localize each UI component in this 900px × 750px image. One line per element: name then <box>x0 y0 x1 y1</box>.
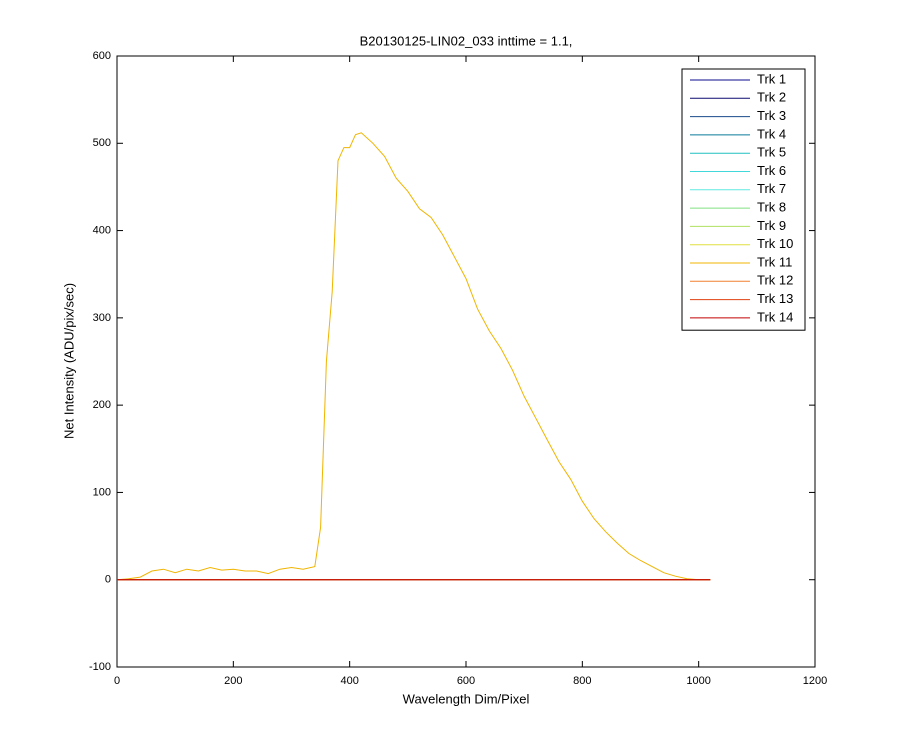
legend-label: Trk 2 <box>757 90 786 105</box>
x-axis-label: Wavelength Dim/Pixel <box>403 691 530 706</box>
legend-label: Trk 3 <box>757 108 786 123</box>
legend-label: Trk 8 <box>757 200 786 215</box>
x-tick-label: 400 <box>340 675 358 687</box>
x-tick-label: 1000 <box>686 675 710 687</box>
y-tick-label: 500 <box>93 137 111 149</box>
plot-area <box>116 55 816 668</box>
y-tick-label: -100 <box>89 661 111 673</box>
legend-label: Trk 11 <box>757 254 792 269</box>
legend-label: Trk 14 <box>757 309 793 324</box>
x-tick-label: 800 <box>573 675 591 687</box>
y-tick-label: 100 <box>93 486 111 498</box>
legend-label: Trk 7 <box>757 181 786 196</box>
series-line <box>116 132 711 581</box>
legend-box <box>681 68 806 331</box>
y-tick-label: 600 <box>93 50 111 62</box>
x-tick-label: 1200 <box>803 675 827 687</box>
y-tick-label: 400 <box>93 224 111 236</box>
legend-label: Trk 5 <box>757 145 786 160</box>
legend: Trk 1 Trk 2 Trk 3 Trk 4 Trk 5 Trk 6 Trk 7 Trk 8… <box>681 68 806 331</box>
legend-label: Trk 9 <box>757 218 786 233</box>
legend-label: Trk 10 <box>757 236 793 251</box>
legend-label: Trk 13 <box>757 291 793 306</box>
legend-label: Trk 12 <box>757 273 793 288</box>
legend-label: Trk 6 <box>757 163 786 178</box>
y-axis-label: Net Intensity (ADU/pix/sec) <box>61 283 76 439</box>
x-tick-label: 600 <box>457 675 475 687</box>
legend-label: Trk 1 <box>757 71 786 86</box>
x-tick-label: 0 <box>114 675 120 687</box>
y-tick-label: 200 <box>93 399 111 411</box>
x-tick-label: 200 <box>224 675 242 687</box>
legend-label: Trk 4 <box>757 126 786 141</box>
y-tick-label: 300 <box>93 312 111 324</box>
chart-title: B20130125-LIN02_033 inttime = 1.1, <box>360 33 573 48</box>
y-tick-label: 0 <box>105 574 111 586</box>
